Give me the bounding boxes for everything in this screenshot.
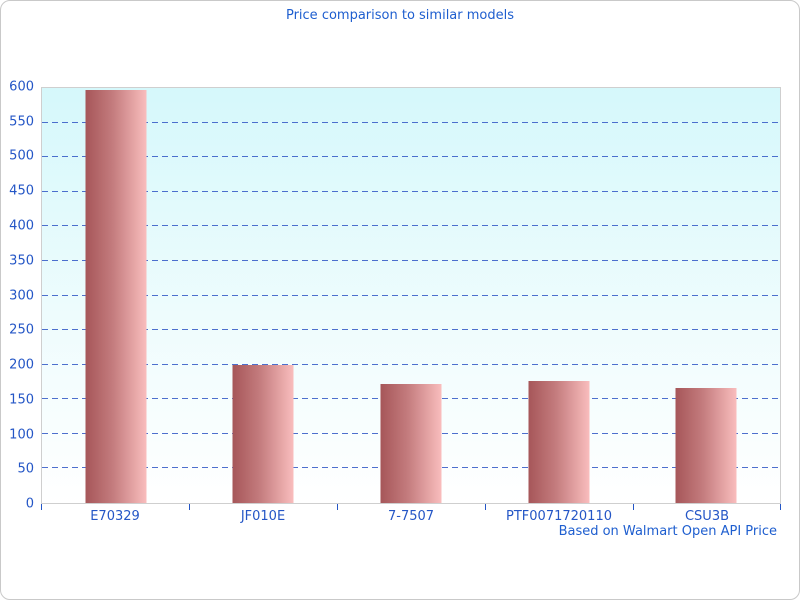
bar-JF010E xyxy=(232,365,294,503)
y-tick-label-450: 450 xyxy=(9,183,34,199)
gridline-550 xyxy=(42,121,780,123)
gridline-200 xyxy=(42,363,780,365)
x-boundary-tick-0 xyxy=(41,504,42,510)
y-tick-label-250: 250 xyxy=(9,322,34,338)
y-tick-label-50: 50 xyxy=(17,461,34,477)
y-tick-label-100: 100 xyxy=(9,427,34,442)
y-tick-label-300: 300 xyxy=(9,288,34,303)
y-tick-label-150: 150 xyxy=(9,392,34,408)
x-boundary-tick-5 xyxy=(780,504,781,510)
x-boundary-tick-2 xyxy=(337,504,338,510)
y-tick-label-550: 550 xyxy=(9,114,34,130)
y-tick-label-500: 500 xyxy=(9,148,34,164)
chart-title: Price comparison to similar models xyxy=(285,8,515,23)
gridline-350 xyxy=(42,259,780,261)
x-tick-label-E70329: E70329 xyxy=(90,509,140,524)
gridline-400 xyxy=(42,225,780,227)
gridline-500 xyxy=(42,156,780,158)
x-axis: E70329 JF010E 7-7507 PTF0071720110 CSU3B xyxy=(41,504,781,526)
y-axis: 0 50 100 150 200 250 300 350 400 450 500 550 600 xyxy=(1,80,34,512)
x-tick-label-CSU3B: CSU3B xyxy=(684,509,730,524)
x-boundary-tick-1 xyxy=(189,504,190,510)
x-tick-label-7-7507: 7-7507 xyxy=(387,509,435,524)
y-tick-label-0: 0 xyxy=(25,496,34,512)
bar-7-7507 xyxy=(380,384,442,503)
bar-PTF0071720110 xyxy=(528,380,590,503)
x-tick-label-PTF0071720110: PTF0071720110 xyxy=(506,509,612,524)
gridline-250 xyxy=(42,329,780,331)
y-tick-label-350: 350 xyxy=(9,253,34,269)
x-tick-label-JF010E: JF010E xyxy=(240,509,286,524)
gridline-300 xyxy=(42,294,780,296)
plot-area xyxy=(41,87,781,504)
y-tick-label-200: 200 xyxy=(9,357,34,373)
y-tick-label-400: 400 xyxy=(9,218,34,234)
gridline-450 xyxy=(42,190,780,192)
x-boundary-tick-4 xyxy=(633,504,634,510)
bar-E70329 xyxy=(85,90,147,503)
y-tick-label-600: 600 xyxy=(9,79,34,95)
bar-CSU3B xyxy=(675,388,737,503)
chart-caption: Based on Walmart Open API Price xyxy=(558,524,777,539)
x-boundary-tick-3 xyxy=(485,504,486,510)
